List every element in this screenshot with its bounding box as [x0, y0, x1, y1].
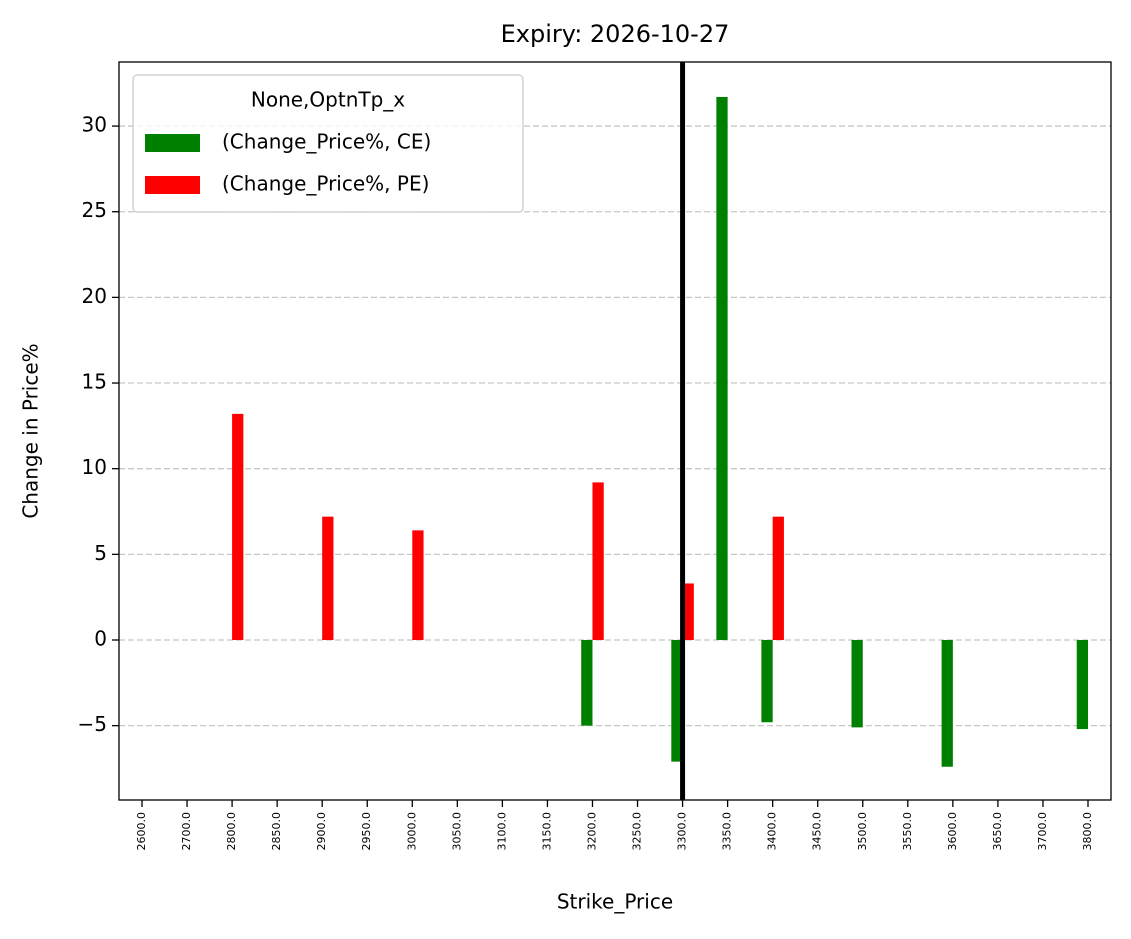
y-tick-label: 0 [94, 626, 107, 650]
y-axis-label: Change in Price% [19, 343, 43, 518]
x-tick-label: 3700.0 [1036, 812, 1049, 851]
x-tick-label: 2950.0 [360, 812, 373, 851]
bar [671, 639, 683, 762]
x-tick-label: 3200.0 [585, 812, 598, 851]
y-tick-label: 25 [82, 198, 107, 222]
x-tick-label: 3400.0 [766, 812, 779, 851]
y-tick-label: −5 [78, 712, 107, 736]
chart-title: Expiry: 2026-10-27 [501, 20, 730, 48]
x-tick-label: 3050.0 [450, 812, 463, 851]
bar [1076, 639, 1088, 730]
x-tick-label: 3150.0 [540, 812, 553, 851]
x-tick-label: 3600.0 [946, 812, 959, 851]
legend-box [132, 74, 524, 213]
x-tick-label: 2800.0 [225, 812, 238, 851]
x-axis-label: Strike_Price [557, 890, 673, 914]
x-tick-label: 3450.0 [811, 812, 824, 851]
y-tick-label: 5 [94, 541, 107, 565]
bar [682, 583, 694, 640]
legend: None,OptnTp_x (Change_Price%, CE) (Change_… [132, 74, 524, 213]
x-tick-label: 3000.0 [405, 812, 418, 851]
bar [761, 639, 773, 723]
x-tick-label: 3300.0 [676, 812, 689, 851]
bar [716, 96, 728, 640]
legend-title: None,OptnTp_x [251, 88, 405, 112]
y-tick-label: 15 [82, 370, 107, 394]
legend-label: (Change_Price%, PE) [222, 172, 429, 196]
x-tick-label: 3100.0 [495, 812, 508, 851]
x-tick-label: 2850.0 [270, 812, 283, 851]
bar [232, 413, 244, 640]
bar [322, 516, 334, 640]
legend-swatch [145, 134, 200, 152]
bar [772, 516, 784, 640]
bar [592, 482, 604, 640]
plot-frame [118, 61, 1112, 801]
x-tick-label: 2700.0 [180, 812, 193, 851]
x-tick-label: 3250.0 [631, 812, 644, 851]
x-tick-label: 3650.0 [991, 812, 1004, 851]
y-tick-label: 20 [82, 284, 107, 308]
x-tick-label: 3500.0 [856, 812, 869, 851]
x-tick-label: 2600.0 [135, 812, 148, 851]
bar [412, 530, 424, 640]
x-tick-label: 3350.0 [721, 812, 734, 851]
bar [851, 639, 863, 728]
legend-label: (Change_Price%, CE) [222, 130, 431, 154]
x-tick-label: 3800.0 [1081, 812, 1094, 851]
x-tick-label: 3550.0 [901, 812, 914, 851]
legend-swatch [145, 176, 200, 194]
x-tick-label: 2900.0 [315, 812, 328, 851]
y-tick-label: 30 [82, 113, 107, 137]
y-tick-label: 10 [82, 455, 107, 479]
bar [941, 639, 953, 767]
bar [581, 639, 593, 726]
